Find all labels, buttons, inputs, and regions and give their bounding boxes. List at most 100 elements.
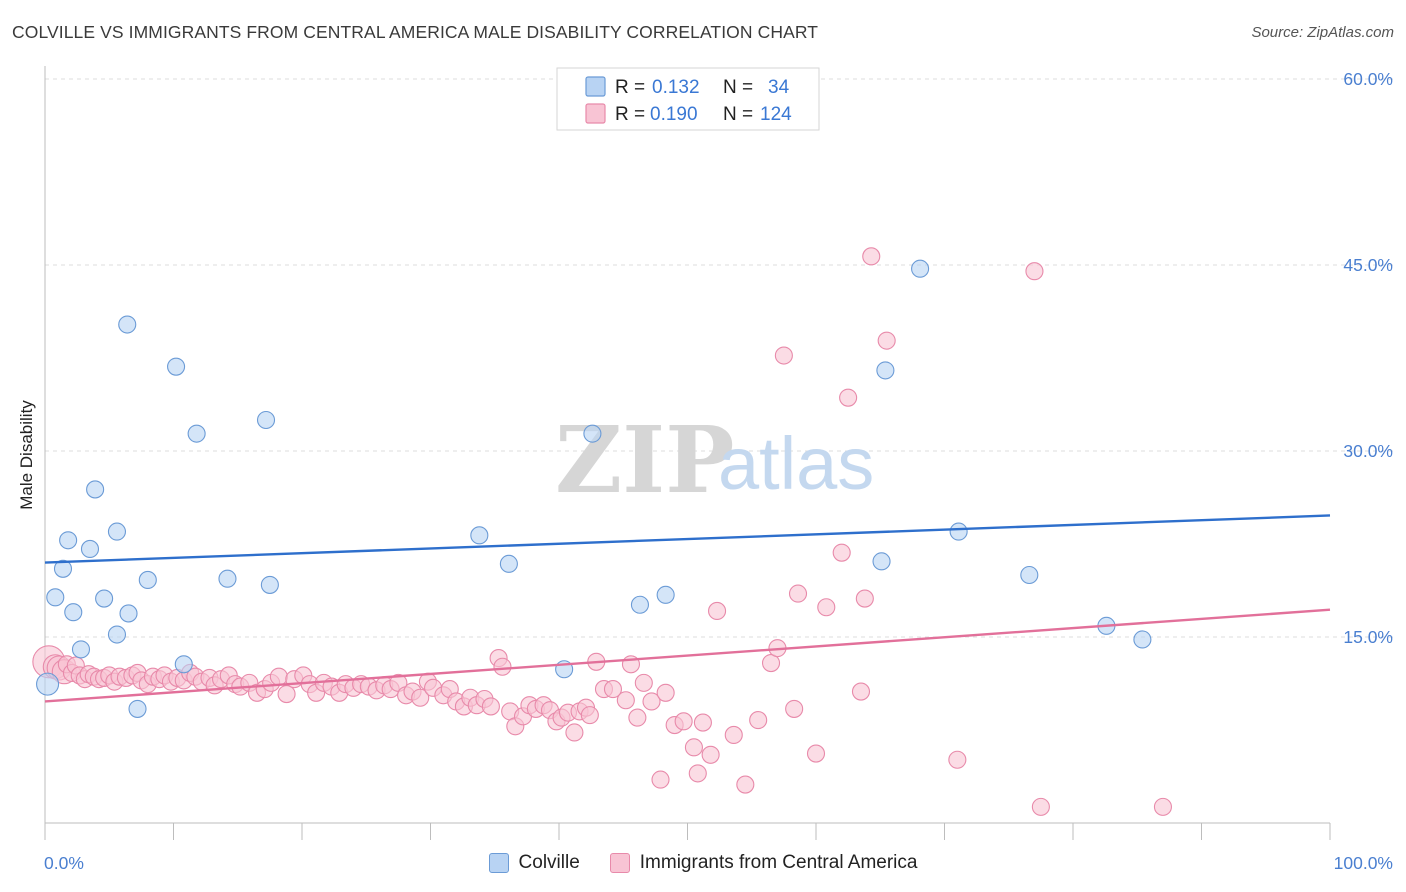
immigrants-point [580,706,599,725]
legend-item-immigrants: Immigrants from Central America [609,852,918,874]
legend-n-label: N = [723,104,753,125]
colville-point [59,531,78,550]
colville-point [630,595,650,614]
immigrants-point [839,388,858,407]
immigrants-point [603,680,623,699]
immigrants-point [761,653,781,673]
watermark-atlas: atlas [718,422,874,505]
immigrants-point [642,692,661,711]
immigrants-trend-line [44,608,1331,703]
colville-point [911,259,930,278]
chart-title: COLVILLE VS IMMIGRANTS FROM CENTRAL AMER… [12,22,819,42]
y-tick-label: 45.0% [1343,255,1393,275]
colville-point [876,361,895,380]
y-tick-label: 30.0% [1343,441,1393,461]
immigrants-point [1025,262,1044,281]
immigrants-point [851,682,871,701]
legend-r-value: 0.132 [652,77,700,98]
legend-swatch-colville [488,853,509,873]
colville-point [128,699,147,718]
colville-point [872,552,891,571]
immigrants-point [684,738,703,757]
legend-swatch-immigrants [585,103,606,124]
legend-label-immigrants: Immigrants from Central America [639,852,918,873]
legend-r-label: R = [615,104,645,125]
immigrants-point [817,598,836,617]
immigrants-point [832,543,851,562]
colville-point [218,569,237,588]
colville-point [949,522,968,541]
immigrants-point [855,589,874,608]
axes [44,66,1331,840]
watermark-zip: ZIP [555,406,734,514]
colville-point [499,554,518,573]
gridlines [45,78,1395,638]
immigrants-point [749,711,768,730]
immigrants-point [628,708,647,727]
legend-swatch-immigrants [609,853,630,873]
colville-point [80,539,100,559]
immigrants-points [32,247,1172,816]
colville-point [107,522,127,541]
chart-source: Source: ZipAtlas.com [1251,24,1394,41]
immigrants-point [269,667,288,686]
immigrants-point [481,697,500,716]
legend-n-value: 34 [768,77,790,98]
colville-point [583,424,602,443]
immigrants-point [862,247,881,266]
x-tick-label: 100.0% [1334,853,1393,873]
legend: R = 0.132 N = 34 R = 0.190 N = 124 [556,67,820,131]
colville-point [260,575,279,594]
immigrants-point [688,764,707,783]
y-tick-label: 60.0% [1343,69,1393,89]
immigrants-point [806,744,826,763]
y-tick-label: 15.0% [1343,627,1393,647]
legend-n-label: N = [723,77,753,98]
colville-point [256,410,276,430]
colville-point [107,625,127,644]
immigrants-point [774,346,793,365]
legend-n-value: 124 [760,104,792,125]
colville-trend-line [44,514,1331,564]
series-legend: Colville Immigrants from Central America [0,852,1406,874]
colville-point [1020,565,1039,585]
legend-r-value: 0.190 [650,104,698,125]
x-tick-label: 0.0% [44,853,84,873]
immigrants-point [701,745,720,764]
immigrants-point [656,683,675,702]
immigrants-point [1031,797,1050,816]
immigrants-point [411,688,430,707]
colville-point [1133,630,1152,649]
immigrants-point [277,684,296,704]
colville-point [86,480,105,499]
immigrants-point [634,673,653,692]
immigrants-point [724,725,743,745]
colville-point [656,585,675,604]
immigrants-point [565,723,584,742]
immigrants-point [651,770,670,789]
immigrants-point [674,712,693,731]
immigrants-point [1153,797,1172,816]
trend-lines [44,514,1331,703]
immigrants-point [877,331,896,350]
immigrants-point [493,657,512,676]
legend-item-colville: Colville [488,852,580,874]
colville-point [174,655,193,674]
colville-point [167,357,186,376]
colville-point [138,570,157,590]
colville-point [36,672,60,696]
immigrants-point [788,584,808,603]
colville-point [46,588,65,607]
colville-point [53,559,73,578]
colville-point [95,589,114,608]
legend-swatch-colville [585,76,606,97]
immigrants-point [708,601,727,621]
immigrants-point [785,699,804,718]
legend-r-label: R = [615,77,645,98]
colville-point [118,315,137,334]
colville-point [470,526,489,545]
colville-point [64,603,83,622]
watermark: ZIP atlas [555,406,874,514]
colville-point [71,640,91,659]
